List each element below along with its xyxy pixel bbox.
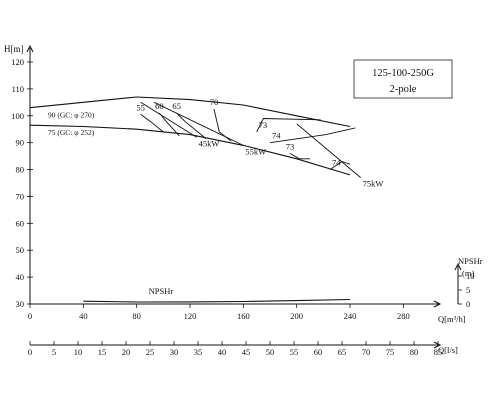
x2-tick-label: 55 [290,347,299,357]
x2-tick-label: 85 [434,347,443,357]
npsh-tick-label: 5 [466,285,470,295]
x2-axis-label: Q[l/s] [438,345,458,355]
x2-tick-label: 75 [386,347,395,357]
x2-tick-label: 0 [28,347,32,357]
efficiency-contour-3 [176,112,207,139]
chart-title-model: 125-100-250G [372,68,434,79]
x-tick-label: 80 [132,311,141,321]
y-tick-label: 80 [16,165,25,175]
y-tick-label: 60 [16,218,25,228]
x-tick-label: 280 [397,311,410,321]
npsh-axis-unit: (m) [462,268,474,278]
power-label-1: 45kW [199,138,220,148]
y-tick-label: 40 [16,272,25,282]
chart-title-poles: 2-pole [390,84,417,95]
npshr-curve-label: NPSHr [149,286,174,296]
efficiency-label-3: 65 [172,101,181,111]
y-tick-label: 70 [16,191,25,201]
efficiency-label-8: 74 [332,158,341,168]
x2-tick-label: 5 [52,347,56,357]
title-box [353,59,453,99]
y-tick-label: 90 [16,138,25,148]
labels: 90 (GC: φ 270) 75 (GC: φ 252) 55 60 65 70 73 73… [48,97,383,296]
efficiency-label-4: 70 [210,97,219,107]
head-curve-2 [29,124,351,176]
y-tick-label: 120 [11,57,24,67]
x-tick-label: 200 [290,311,303,321]
efficiency-contour-7 [269,127,356,144]
y-axis-arrow [26,44,34,53]
x2-tick-label: 30 [170,347,179,357]
efficiency-contour-4 [213,108,232,142]
x-tick-label: 120 [184,311,197,321]
npsh-tick-label: 10 [466,271,475,281]
x2-tick-label: 10 [74,347,83,357]
x-axis-label: Q[m³/h] [438,314,466,324]
curves [29,96,361,303]
efficiency-label-5: 73 [259,120,268,130]
power-curve-2 [153,101,244,146]
x2-tick-label: 40 [218,347,227,357]
power-label-2: 55kW [245,146,266,156]
npsh-axis-label: NPSHr [458,256,483,266]
x2-tick-label: 65 [338,347,347,357]
y-tick-label: 30 [16,299,25,309]
x2-tick-label: 20 [122,347,131,357]
power-curve-3 [296,123,361,178]
efficiency-contour-5 [256,118,321,133]
x-axis-arrow [433,300,442,308]
x2-tick-label: 35 [194,347,203,357]
x-tick-label: 40 [79,311,88,321]
efficiency-label-6: 73 [286,141,295,151]
efficiency-label-7: 74 [272,131,281,141]
npshr-curve [83,298,351,303]
y-tick-label: 110 [12,84,24,94]
x-tick-label: 160 [237,311,250,321]
y-axis-label: H[m] [4,44,24,54]
power-label-3: 75kW [363,179,384,189]
head-curve-label-1: 90 (GC: φ 270) [48,111,95,120]
efficiency-contour-1 [140,114,164,133]
efficiency-label-1: 55 [136,102,145,112]
x2-tick-label: 50 [266,347,275,357]
axes [26,44,462,349]
y-tick-label: 50 [16,245,25,255]
x2-axis-arrow [433,341,442,349]
x2-tick-label: 70 [362,347,371,357]
x2-tick-label: 60 [314,347,323,357]
head-curve-label-2: 75 (GC: φ 252) [48,128,95,137]
efficiency-label-2: 60 [155,101,164,111]
x2-tick-label: 45 [242,347,251,357]
x2-tick-label: 15 [98,347,107,357]
head-curve-1 [29,96,351,128]
x2-tick-label: 80 [410,347,419,357]
x2-tick-label: 25 [146,347,155,357]
npsh-axis-arrow [454,262,462,271]
npsh-tick-label: 0 [466,299,470,309]
x-tick-label: 0 [28,311,32,321]
efficiency-contour-6 [289,153,310,160]
x-tick-label: 240 [344,311,357,321]
y-tick-label: 100 [11,111,24,121]
power-curve-1 [140,101,197,138]
